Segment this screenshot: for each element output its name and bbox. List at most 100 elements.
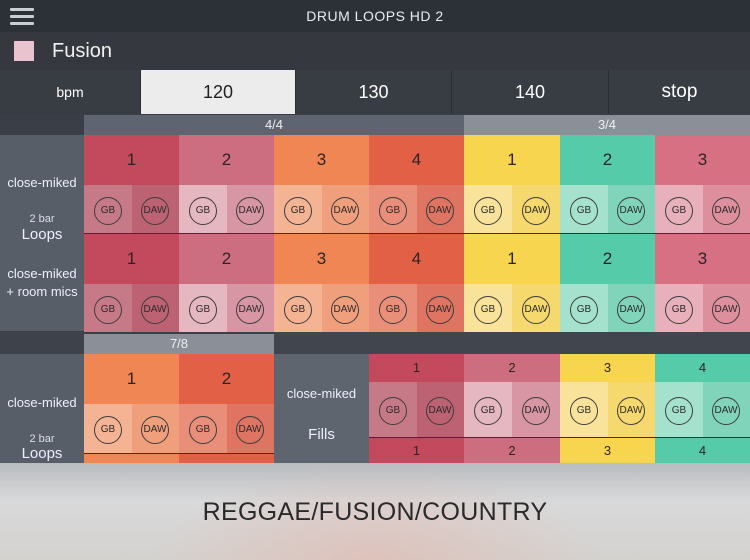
fill-pad-4[interactable]: 4 bbox=[655, 354, 750, 382]
daw-button[interactable]: DAW bbox=[426, 296, 454, 324]
footer-glow bbox=[150, 463, 600, 560]
row-label-close-miked: close-miked bbox=[7, 175, 77, 190]
gb-button[interactable]: GB bbox=[474, 296, 502, 324]
daw-button[interactable]: DAW bbox=[331, 296, 359, 324]
group-label-loops: Loops bbox=[21, 226, 63, 243]
daw-button[interactable]: DAW bbox=[331, 197, 359, 225]
gb-button[interactable]: GB bbox=[570, 397, 598, 425]
loop-pad-r1-1[interactable]: 1 bbox=[84, 135, 179, 185]
daw-button[interactable]: DAW bbox=[141, 416, 169, 444]
daw-button[interactable]: DAW bbox=[712, 197, 740, 225]
row-label-close-miked-room: close-miked bbox=[7, 266, 77, 281]
daw-button[interactable]: DAW bbox=[712, 397, 740, 425]
bpm-option-120[interactable]: 120 bbox=[141, 70, 296, 114]
section-gap bbox=[274, 332, 750, 354]
group-label-2-bar-2: 2 bar bbox=[29, 433, 55, 445]
style-bar bbox=[0, 32, 750, 70]
row-label-close-miked-2: close-miked bbox=[7, 395, 77, 410]
genre-label: REGGAE/FUSION/COUNTRY bbox=[202, 498, 548, 526]
loop-pad-r1-2[interactable]: 2 bbox=[179, 135, 274, 185]
hamburger-menu-icon[interactable] bbox=[10, 6, 36, 26]
loop-pad-r1-5[interactable]: 1 bbox=[464, 135, 560, 185]
gb-button[interactable]: GB bbox=[189, 416, 217, 444]
loops-side-panel-2 bbox=[0, 354, 84, 463]
fill-pad-2[interactable]: 2 bbox=[464, 354, 560, 382]
daw-button[interactable]: DAW bbox=[522, 197, 550, 225]
stop-button[interactable]: stop bbox=[609, 70, 750, 114]
loop-pad-r2-1[interactable]: 1 bbox=[84, 234, 179, 284]
loop-pad-r1-6[interactable]: 2 bbox=[560, 135, 655, 185]
loop-pad-r2-5[interactable]: 1 bbox=[464, 234, 560, 284]
gb-button[interactable]: GB bbox=[665, 197, 693, 225]
daw-button[interactable]: DAW bbox=[617, 197, 645, 225]
app-title: DRUM LOOPS HD 2 bbox=[306, 8, 444, 24]
daw-button[interactable]: DAW bbox=[426, 397, 454, 425]
daw-button[interactable]: DAW bbox=[522, 296, 550, 324]
gb-button[interactable]: GB bbox=[570, 197, 598, 225]
pad-edge bbox=[84, 454, 179, 463]
gb-button[interactable]: GB bbox=[570, 296, 598, 324]
loops-side-panel bbox=[0, 135, 84, 331]
loop-pad-r2-4[interactable]: 4 bbox=[369, 234, 464, 284]
gb-button[interactable]: GB bbox=[189, 296, 217, 324]
daw-button[interactable]: DAW bbox=[617, 397, 645, 425]
group-label-2-bar: 2 bar bbox=[29, 213, 55, 225]
meter-7-8: 7/8 bbox=[84, 334, 274, 354]
loop-pad-r2-3[interactable]: 3 bbox=[274, 234, 369, 284]
gb-button[interactable]: GB bbox=[474, 197, 502, 225]
gb-button[interactable]: GB bbox=[284, 197, 312, 225]
gb-button[interactable]: GB bbox=[379, 397, 407, 425]
row-divider bbox=[369, 437, 750, 438]
daw-button[interactable]: DAW bbox=[522, 397, 550, 425]
gb-button[interactable]: GB bbox=[94, 197, 122, 225]
daw-button[interactable]: DAW bbox=[426, 197, 454, 225]
gb-button[interactable]: GB bbox=[284, 296, 312, 324]
fill-pad-b3[interactable]: 3 bbox=[560, 438, 655, 463]
daw-button[interactable]: DAW bbox=[617, 296, 645, 324]
fills-row-label: close-miked bbox=[286, 386, 357, 401]
loop-pad-r2-2[interactable]: 2 bbox=[179, 234, 274, 284]
gb-button[interactable]: GB bbox=[94, 416, 122, 444]
daw-button[interactable]: DAW bbox=[141, 197, 169, 225]
daw-button[interactable]: DAW bbox=[236, 197, 264, 225]
loop-pad-r2-6[interactable]: 2 bbox=[560, 234, 655, 284]
meter-3-4: 3/4 bbox=[464, 115, 750, 135]
fills-group-label: Fills bbox=[308, 426, 335, 443]
gb-button[interactable]: GB bbox=[379, 197, 407, 225]
fill-pad-3[interactable]: 3 bbox=[560, 354, 655, 382]
style-name[interactable]: Fusion bbox=[52, 40, 113, 62]
daw-button[interactable]: DAW bbox=[141, 296, 169, 324]
fill-pad-b2[interactable]: 2 bbox=[464, 438, 560, 463]
pad-edge bbox=[179, 454, 274, 463]
loop-pad-r1-7[interactable]: 3 bbox=[655, 135, 750, 185]
daw-button[interactable]: DAW bbox=[236, 296, 264, 324]
daw-button[interactable]: DAW bbox=[712, 296, 740, 324]
title-bar: DRUM LOOPS HD 2 bbox=[0, 0, 750, 32]
gb-button[interactable]: GB bbox=[665, 397, 693, 425]
gb-button[interactable]: GB bbox=[474, 397, 502, 425]
fill-pad-b1[interactable]: 1 bbox=[369, 438, 464, 463]
daw-button[interactable]: DAW bbox=[236, 416, 264, 444]
bpm-option-140[interactable]: 140 bbox=[452, 70, 609, 114]
meter-spacer bbox=[0, 115, 84, 135]
fill-pad-b4[interactable]: 4 bbox=[655, 438, 750, 463]
gb-button[interactable]: GB bbox=[665, 296, 693, 324]
row-divider bbox=[84, 453, 274, 454]
loop-pad-r1-4[interactable]: 4 bbox=[369, 135, 464, 185]
style-color-swatch bbox=[14, 41, 34, 61]
gb-button[interactable]: GB bbox=[379, 296, 407, 324]
row-divider bbox=[84, 233, 750, 234]
section-gap bbox=[0, 332, 84, 354]
loop-pad-r2-7[interactable]: 3 bbox=[655, 234, 750, 284]
bpm-label: bpm bbox=[0, 70, 141, 114]
loop-pad-78-1[interactable]: 1 bbox=[84, 354, 179, 404]
meter-4-4: 4/4 bbox=[84, 115, 464, 135]
gb-button[interactable]: GB bbox=[189, 197, 217, 225]
loop-pad-r1-3[interactable]: 3 bbox=[274, 135, 369, 185]
fill-pad-1[interactable]: 1 bbox=[369, 354, 464, 382]
bpm-option-130[interactable]: 130 bbox=[296, 70, 452, 114]
loop-pad-78-2[interactable]: 2 bbox=[179, 354, 274, 404]
group-label-loops-2: Loops bbox=[21, 445, 63, 462]
gb-button[interactable]: GB bbox=[94, 296, 122, 324]
fills-side-panel bbox=[274, 354, 369, 463]
